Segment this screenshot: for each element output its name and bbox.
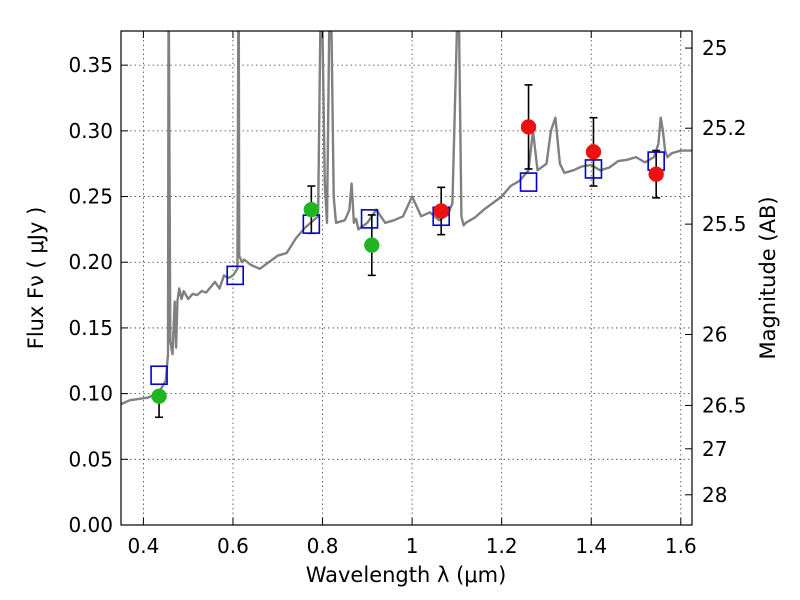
y-tick-label: 0.30 <box>68 119 113 143</box>
right-tick-label: 25.5 <box>702 212 747 236</box>
y-axis-title: Flux Fν ( μJy ) <box>24 207 48 350</box>
y-axis-right-title: Magnitude (AB) <box>756 196 780 359</box>
red-data-point <box>433 203 449 219</box>
right-tick-label: 25 <box>702 36 727 60</box>
red-data-point <box>648 166 664 182</box>
y-tick-label: 0.15 <box>68 316 113 340</box>
x-tick-label: 0.8 <box>307 534 339 558</box>
model-band-square <box>150 365 168 386</box>
x-tick-label: 0.4 <box>127 534 159 558</box>
y-tick-label: 0.35 <box>68 53 113 77</box>
x-tick-label: 1.2 <box>486 534 518 558</box>
model-band-square <box>584 159 603 179</box>
right-tick-label: 27 <box>702 437 727 461</box>
x-tick-label: 1.6 <box>665 534 697 558</box>
model-band-square <box>360 209 379 229</box>
y-tick-label: 0.05 <box>68 447 113 471</box>
right-tick-label: 25.2 <box>702 116 747 140</box>
x-axis-title: Wavelength λ (μm) <box>306 563 507 587</box>
observed-points-layer <box>151 119 664 404</box>
model-spectrum-layer <box>121 31 692 406</box>
model-spectrum-line <box>121 31 692 406</box>
plot-frame <box>120 30 693 526</box>
right-tick-label: 28 <box>702 483 727 507</box>
green-data-point <box>364 237 380 253</box>
y-tick-label: 0.20 <box>68 250 113 274</box>
red-data-point <box>520 119 537 135</box>
y-tick-label: 0.00 <box>68 513 113 537</box>
model-band-square <box>226 265 244 286</box>
y-tick-label: 0.10 <box>68 382 113 406</box>
red-data-point <box>585 144 602 160</box>
model-band-square <box>519 172 538 192</box>
green-data-point <box>151 388 167 404</box>
y-tick-label: 0.25 <box>68 185 113 209</box>
green-data-point <box>303 201 320 218</box>
right-tick-label: 26 <box>702 322 727 346</box>
axis-ticks: 0.4 0.6 0.8 1 1.2 1.4 1.6 0.00 0.05 0.10 0.15 0.20 0… <box>68 31 747 558</box>
x-tick-label: 0.6 <box>217 534 249 558</box>
x-tick-label: 1.4 <box>575 534 607 558</box>
x-tick-label: 1 <box>406 534 419 558</box>
right-tick-label: 26.5 <box>702 393 747 417</box>
